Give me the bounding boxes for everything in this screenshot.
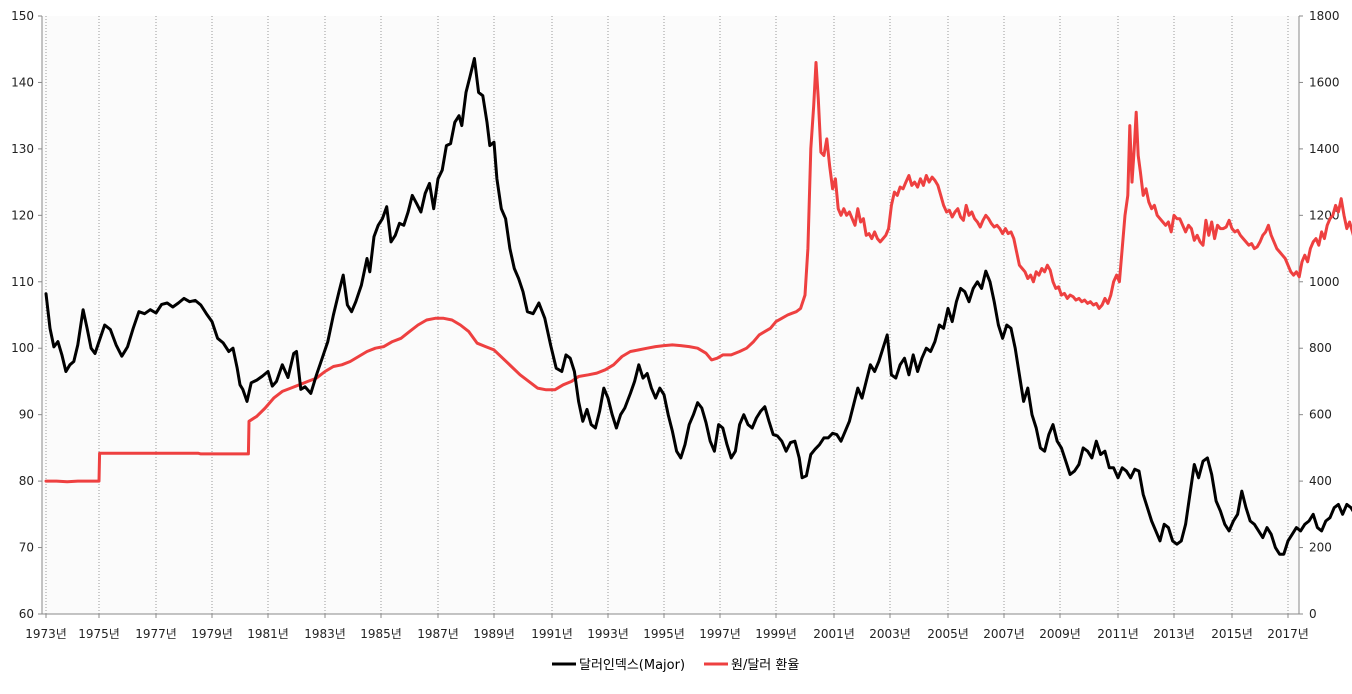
- plot-area: [42, 16, 1299, 614]
- left-tick-label: 90: [19, 408, 34, 422]
- x-tick-label: 2001년: [813, 627, 855, 641]
- x-tick-label: 1993년: [587, 627, 629, 641]
- x-tick-label: 1991년: [531, 627, 573, 641]
- x-gridlines: [41, 16, 1300, 615]
- x-tick-label: 2013년: [1153, 627, 1195, 641]
- series-layer: [44, 57, 1352, 556]
- series-line-dollar-index: [44, 57, 1352, 556]
- left-tick-label: 140: [11, 75, 34, 89]
- legend-label-krw-usd: 원/달러 환율: [731, 658, 799, 673]
- x-tick-label: 1985년: [360, 627, 402, 641]
- right-tick-label: 200: [1309, 541, 1332, 555]
- x-tick-label: 2017년: [1267, 627, 1309, 641]
- right-tick-label: 1800: [1309, 9, 1340, 23]
- left-tick-label: 70: [19, 541, 34, 555]
- right-tick-label: 1000: [1309, 275, 1340, 289]
- x-tick-label: 1983년: [304, 627, 346, 641]
- x-tick-label: 1979년: [191, 627, 233, 641]
- series-line-krw-usd: [44, 61, 1352, 484]
- left-tick-label: 60: [19, 607, 34, 621]
- left-tick-label: 80: [19, 474, 34, 488]
- x-tick-label: 1981년: [247, 627, 289, 641]
- right-tick-label: 600: [1309, 408, 1332, 422]
- left-tick-label: 120: [11, 208, 34, 222]
- legend-entry-dollar-index: 달러인덱스(Major): [552, 658, 685, 673]
- right-tick-label: 1600: [1309, 75, 1340, 89]
- right-y-axis: 0 200 400 600 800 1000 1200 1400 1600 1800: [1299, 9, 1340, 621]
- right-tick-label: 1400: [1309, 142, 1340, 156]
- x-tick-label: 1999년: [755, 627, 797, 641]
- x-tick-label: 1975년: [78, 627, 120, 641]
- x-tick-label: 1973년: [25, 627, 67, 641]
- x-tick-label: 1995년: [643, 627, 685, 641]
- left-tick-label: 110: [11, 275, 34, 289]
- right-tick-label: 1200: [1309, 208, 1340, 222]
- legend: 달러인덱스(Major) 원/달러 환율: [552, 658, 799, 673]
- x-tick-label: 1997년: [699, 627, 741, 641]
- x-tick-label: 2015년: [1211, 627, 1253, 641]
- left-y-axis: 60 70 80 90 100 110 120 130 140 150: [11, 9, 42, 621]
- x-tick-label: 2009년: [1039, 627, 1081, 641]
- legend-entry-krw-usd: 원/달러 환율: [704, 658, 799, 673]
- right-tick-label: 400: [1309, 474, 1332, 488]
- x-axis: 1973년 1975년 1977년 1979년 1981년 1983년 1985년 1987년…: [25, 614, 1309, 641]
- left-tick-label: 150: [11, 9, 34, 23]
- x-tick-label: 2003년: [869, 627, 911, 641]
- left-tick-label: 130: [11, 142, 34, 156]
- right-tick-label: 0: [1309, 607, 1317, 621]
- x-tick-label: 2011년: [1097, 627, 1139, 641]
- x-tick-label: 1977년: [135, 627, 177, 641]
- legend-label-dollar-index: 달러인덱스(Major): [579, 658, 685, 673]
- left-tick-label: 100: [11, 341, 34, 355]
- x-tick-label: 1989년: [473, 627, 515, 641]
- x-tick-label: 1987년: [417, 627, 459, 641]
- x-tick-label: 2007년: [983, 627, 1025, 641]
- x-tick-label: 2005년: [927, 627, 969, 641]
- right-tick-label: 800: [1309, 341, 1332, 355]
